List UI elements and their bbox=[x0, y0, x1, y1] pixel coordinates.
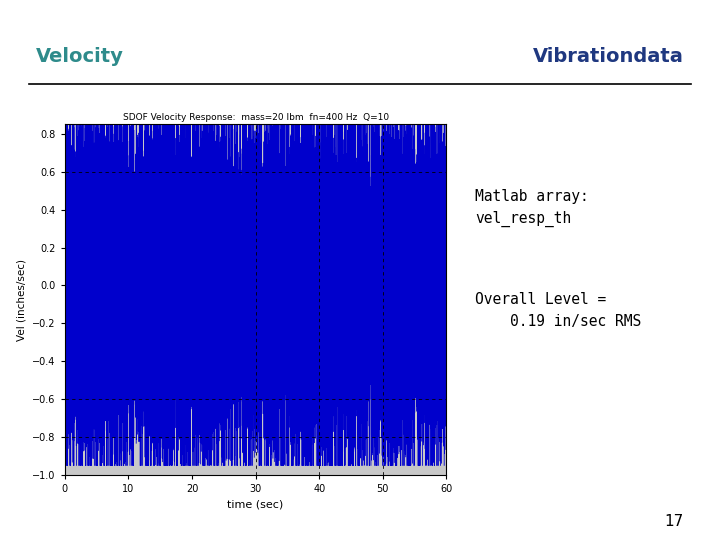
X-axis label: time (sec): time (sec) bbox=[228, 500, 284, 510]
Text: Matlab array:
vel_resp_th: Matlab array: vel_resp_th bbox=[475, 189, 589, 227]
Title: SDOF Velocity Response:  mass=20 lbm  fn=400 Hz  Q=10: SDOF Velocity Response: mass=20 lbm fn=4… bbox=[122, 113, 389, 122]
Text: Velocity: Velocity bbox=[36, 47, 124, 66]
Text: 17: 17 bbox=[665, 514, 684, 529]
Text: Vibrationdata: Vibrationdata bbox=[533, 47, 684, 66]
Y-axis label: Vel (inches/sec): Vel (inches/sec) bbox=[17, 259, 27, 341]
Text: Overall Level =
    0.19 in/sec RMS: Overall Level = 0.19 in/sec RMS bbox=[475, 292, 642, 329]
